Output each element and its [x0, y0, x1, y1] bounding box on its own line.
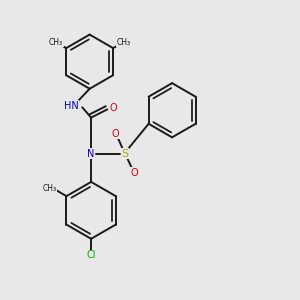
Text: O: O [110, 103, 117, 113]
Text: Cl: Cl [86, 250, 96, 260]
Text: CH₃: CH₃ [49, 38, 63, 47]
Text: N: N [87, 148, 95, 158]
Text: O: O [111, 129, 119, 139]
Text: CH₃: CH₃ [43, 184, 57, 193]
Text: S: S [122, 148, 128, 158]
Text: CH₃: CH₃ [116, 38, 130, 47]
Text: O: O [131, 168, 139, 178]
Text: HN: HN [64, 101, 79, 111]
